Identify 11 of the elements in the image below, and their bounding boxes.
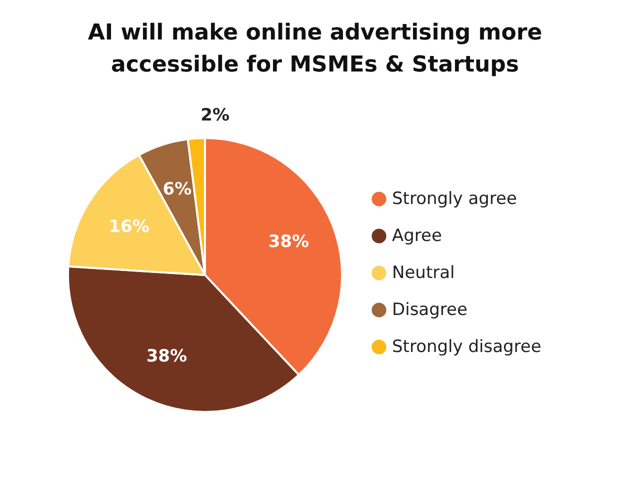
data-label: 38% — [146, 346, 188, 366]
legend-label: Agree — [392, 226, 442, 246]
data-label: 16% — [108, 216, 150, 237]
chart-title: AI will make online advertising more accessible for MSMEs & Startups — [88, 20, 542, 78]
legend-label: Strongly disagree — [392, 337, 542, 357]
legend-label: Disagree — [392, 300, 468, 320]
data-label: 2% — [200, 105, 230, 126]
legend-label: Strongly agree — [392, 189, 517, 209]
data-label: 38% — [268, 232, 310, 252]
data-label: 6% — [162, 179, 192, 200]
legend-label: Neutral — [392, 263, 455, 283]
